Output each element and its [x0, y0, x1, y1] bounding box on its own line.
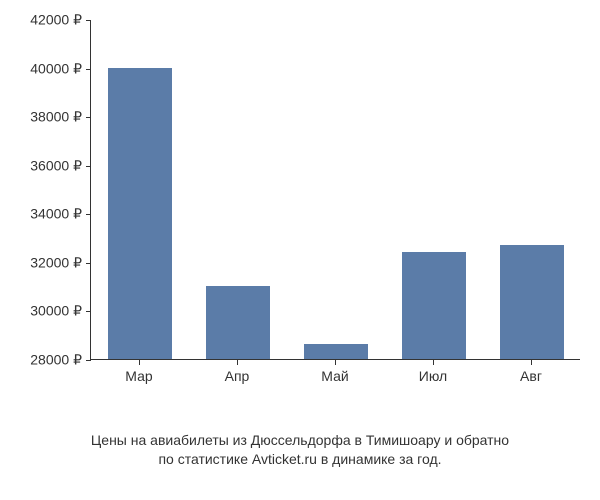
- x-tick-mark: [237, 360, 238, 365]
- x-tick-mark: [335, 360, 336, 365]
- bar: [500, 245, 564, 359]
- x-tick-label: Авг: [520, 368, 542, 384]
- y-tick-label: 34000 ₽: [2, 206, 82, 223]
- y-tick-mark: [86, 166, 91, 167]
- y-tick-label: 32000 ₽: [2, 254, 82, 271]
- bar: [402, 252, 466, 359]
- chart-caption: Цены на авиабилеты из Дюссельдорфа в Тим…: [0, 431, 600, 470]
- y-tick-label: 28000 ₽: [2, 352, 82, 369]
- y-tick-label: 42000 ₽: [2, 12, 82, 29]
- y-tick-label: 36000 ₽: [2, 157, 82, 174]
- chart-container: 28000 ₽30000 ₽32000 ₽34000 ₽36000 ₽38000…: [90, 20, 580, 400]
- x-tick-label: Апр: [225, 368, 250, 384]
- y-tick-label: 38000 ₽: [2, 109, 82, 126]
- plot-area: [90, 20, 580, 360]
- bar: [304, 344, 368, 359]
- y-tick-label: 30000 ₽: [2, 303, 82, 320]
- bar: [206, 286, 270, 359]
- x-tick-mark: [531, 360, 532, 365]
- caption-line-2: по статистике Avticket.ru в динамике за …: [158, 451, 441, 467]
- y-tick-mark: [86, 20, 91, 21]
- caption-line-1: Цены на авиабилеты из Дюссельдорфа в Тим…: [91, 432, 509, 448]
- bar: [108, 68, 172, 359]
- y-tick-mark: [86, 311, 91, 312]
- x-tick-label: Май: [321, 368, 348, 384]
- x-tick-mark: [139, 360, 140, 365]
- x-tick-mark: [433, 360, 434, 365]
- y-tick-mark: [86, 117, 91, 118]
- y-tick-label: 40000 ₽: [2, 60, 82, 77]
- y-tick-mark: [86, 263, 91, 264]
- y-tick-mark: [86, 69, 91, 70]
- y-tick-mark: [86, 214, 91, 215]
- y-tick-mark: [86, 360, 91, 361]
- x-tick-label: Мар: [125, 368, 152, 384]
- x-tick-label: Июл: [419, 368, 447, 384]
